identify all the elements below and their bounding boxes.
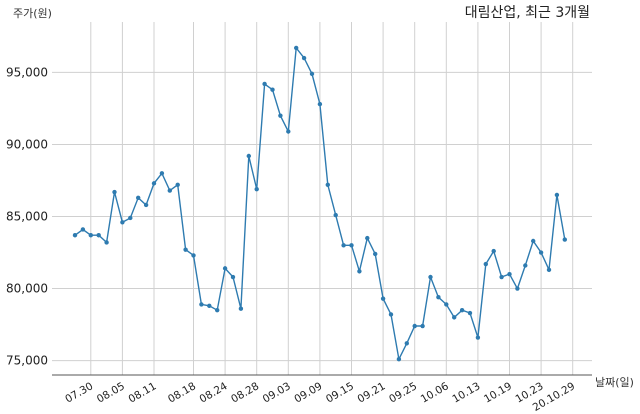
data-point xyxy=(483,261,488,267)
data-point xyxy=(72,233,78,238)
data-point xyxy=(199,302,204,307)
data-point xyxy=(143,202,149,208)
data-point xyxy=(96,233,101,238)
data-point xyxy=(365,235,370,241)
x-tick-label: 09.21 xyxy=(356,380,388,405)
data-point xyxy=(523,263,528,268)
data-point xyxy=(459,307,465,313)
x-tick-label: 10.13 xyxy=(450,380,482,405)
data-point xyxy=(112,189,117,195)
data-point xyxy=(349,243,354,248)
data-point xyxy=(373,251,378,257)
data-point xyxy=(215,307,220,313)
data-point xyxy=(230,274,236,280)
data-point xyxy=(270,87,275,92)
data-point xyxy=(412,323,417,329)
data-point xyxy=(515,286,520,291)
data-point xyxy=(491,248,496,254)
data-point xyxy=(546,267,552,273)
data-point xyxy=(428,274,433,280)
x-tick-label: 08.18 xyxy=(166,380,198,405)
data-point xyxy=(309,71,315,77)
data-point xyxy=(507,271,512,277)
y-tick-label: 80,000 xyxy=(6,282,48,296)
data-point xyxy=(317,101,323,107)
data-point xyxy=(357,269,362,274)
x-tick-label: 08.11 xyxy=(126,380,158,405)
data-point xyxy=(325,182,330,188)
data-point xyxy=(167,188,172,193)
data-point xyxy=(436,294,441,300)
x-tick-label: 09.09 xyxy=(292,380,324,405)
x-tick-label: 07.30 xyxy=(63,380,95,405)
data-point xyxy=(538,250,544,255)
data-point xyxy=(341,243,346,248)
data-point xyxy=(294,45,299,51)
data-point xyxy=(88,233,94,238)
data-point xyxy=(262,81,267,87)
x-tick-label: 09.15 xyxy=(324,380,356,405)
data-point xyxy=(207,303,212,309)
data-point xyxy=(562,237,567,242)
data-point xyxy=(104,240,109,245)
data-point xyxy=(136,195,141,200)
data-point xyxy=(238,306,244,311)
data-point xyxy=(333,212,338,218)
data-point xyxy=(475,335,481,340)
x-gridlines xyxy=(90,22,574,375)
x-tick-label: 08.05 xyxy=(95,380,127,405)
y-tick-label: 95,000 xyxy=(6,65,48,79)
x-tick-label: 08.28 xyxy=(229,380,261,405)
data-point xyxy=(499,274,504,280)
data-point xyxy=(222,266,228,271)
y-tick-label: 75,000 xyxy=(6,354,48,368)
data-point xyxy=(554,192,560,198)
data-point xyxy=(404,341,409,346)
data-point xyxy=(388,312,394,317)
data-point xyxy=(120,220,125,225)
x-axis-label: 날짜(일) xyxy=(595,375,634,389)
chart-title: 대림산업, 최근 3개월 xyxy=(465,5,590,21)
data-point xyxy=(246,153,251,159)
x-tick-label: 10.19 xyxy=(482,380,514,405)
x-tick-label: 09.25 xyxy=(387,380,419,405)
y-tick-label: 90,000 xyxy=(6,137,48,151)
y-tick-labels: 75,000 80,000 85,000 90,000 95,000 xyxy=(6,65,48,367)
x-tick-label: 09.03 xyxy=(261,380,293,405)
x-tick-labels: 07.30 08.05 08.11 08.18 08.24 08.28 09.03 09.09… xyxy=(63,380,577,414)
data-point xyxy=(278,113,283,118)
data-point xyxy=(286,129,291,134)
data-point xyxy=(128,215,133,221)
data-point xyxy=(380,296,386,301)
data-point xyxy=(301,55,307,61)
data-point xyxy=(159,171,165,176)
data-point xyxy=(191,253,196,258)
x-tick-label: 08.24 xyxy=(198,380,230,406)
data-point xyxy=(467,310,473,316)
data-point xyxy=(444,302,449,307)
y-gridlines xyxy=(52,71,592,362)
price-data-points xyxy=(72,45,567,362)
x-tick-label: 10.06 xyxy=(419,380,451,406)
data-point xyxy=(452,315,457,320)
data-point xyxy=(80,227,86,232)
data-point xyxy=(183,247,188,252)
data-point xyxy=(396,356,402,362)
data-point xyxy=(151,181,157,186)
data-point xyxy=(254,186,259,192)
y-tick-label: 85,000 xyxy=(6,210,48,224)
data-point xyxy=(531,238,536,244)
data-point xyxy=(175,182,180,188)
data-point xyxy=(420,323,425,329)
y-axis-label: 주가(원) xyxy=(13,7,52,20)
